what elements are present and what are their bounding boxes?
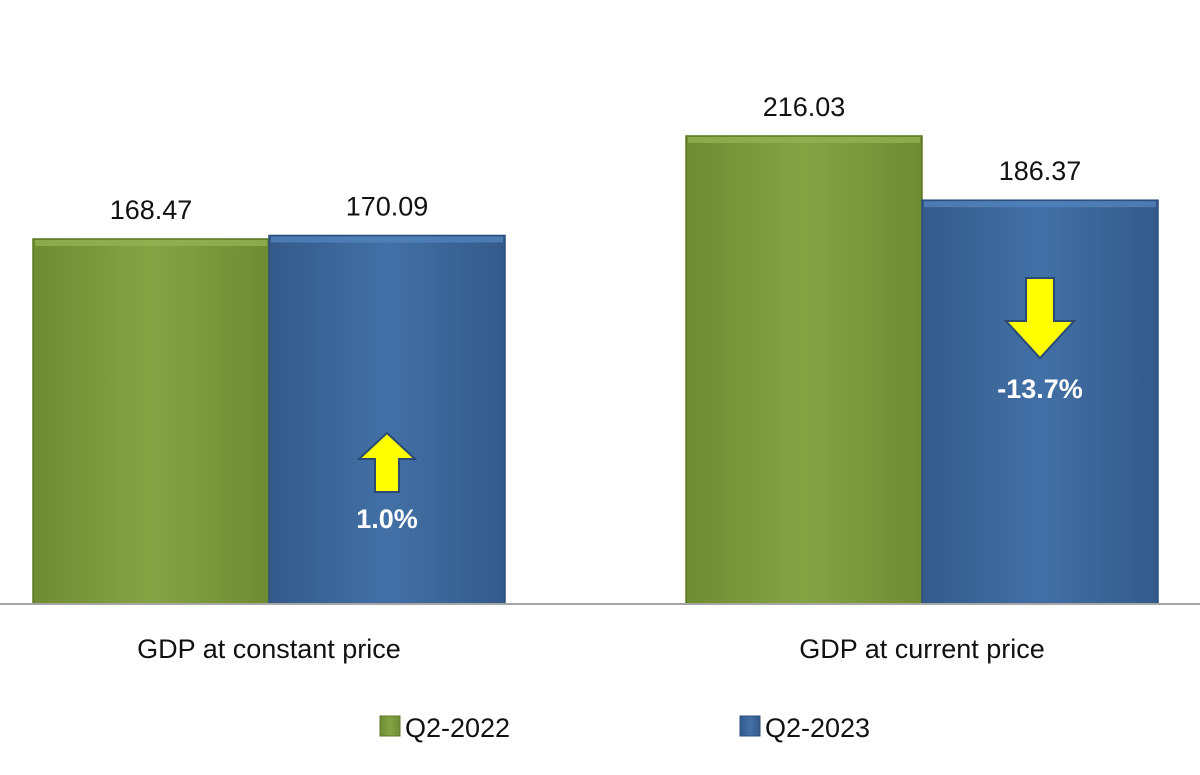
legend-label: Q2-2023: [765, 713, 870, 743]
value-label: 216.03: [763, 92, 846, 122]
value-label: 170.09: [346, 191, 429, 221]
category-label: GDP at constant price: [137, 634, 401, 664]
value-label: 186.37: [999, 156, 1082, 186]
arrow-up-icon: [356, 431, 418, 493]
change-percent-label: -13.7%: [997, 374, 1083, 404]
legend-label: Q2-2022: [405, 713, 510, 743]
legend-swatch: [739, 715, 761, 737]
arrow-down-icon: [1003, 277, 1077, 360]
bar-top-bevel: [35, 239, 267, 246]
bar-top-bevel: [924, 201, 1156, 208]
value-label: 168.47: [110, 195, 193, 225]
category-label: GDP at current price: [799, 634, 1045, 664]
bar-top-bevel: [688, 136, 920, 143]
legend-swatch: [379, 715, 401, 737]
bar-q2-2022-constant: [32, 238, 270, 605]
bar-q2-2023-current: [921, 199, 1159, 605]
bar-top-bevel: [271, 236, 503, 243]
bar-q2-2022-current: [685, 135, 923, 605]
change-percent-label: 1.0%: [356, 504, 418, 534]
bar-q2-2023-constant: [268, 234, 506, 605]
